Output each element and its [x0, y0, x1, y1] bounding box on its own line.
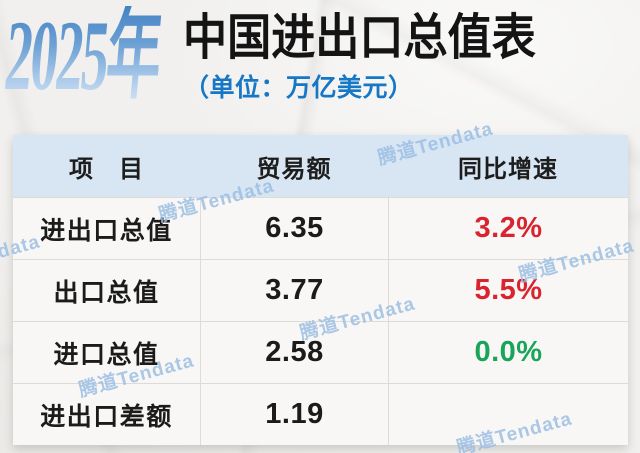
cell-item: 出口总值 — [53, 278, 160, 307]
cell-value: 1.19 — [200, 384, 388, 445]
trade-table: 项 目 贸易额 同比增速 进出口总值 6.35 3.2% 出口总值 3.77 5… — [13, 135, 628, 445]
table-row: 进出口差额 1.19 — [13, 383, 628, 445]
col-header-growth: 同比增速 — [458, 155, 558, 183]
cell-growth: 0.0% — [388, 322, 628, 383]
cell-value: 3.77 — [200, 260, 388, 321]
cell-growth: 3.2% — [388, 198, 628, 259]
cell-item: 进出口差额 — [40, 402, 173, 431]
cell-value: 2.58 — [200, 322, 388, 383]
col-header-value: 贸易额 — [256, 155, 332, 183]
cell-growth: 5.5% — [388, 260, 628, 321]
table-row: 进出口总值 6.35 3.2% — [13, 197, 628, 259]
cell-item: 进出口总值 — [40, 216, 173, 245]
cell-value: 6.35 — [200, 198, 388, 259]
table-row: 进口总值 2.58 0.0% — [13, 321, 628, 383]
title-year: 2025年 — [0, 0, 165, 111]
table-row: 出口总值 3.77 5.5% — [13, 259, 628, 321]
col-header-item: 项 目 — [69, 155, 144, 183]
cell-item: 进口总值 — [53, 340, 160, 369]
table-header-row: 项 目 贸易额 同比增速 — [13, 135, 628, 197]
title-unit: （单位：万亿美元） — [184, 75, 414, 102]
cell-growth — [388, 384, 628, 445]
page-title: 中国进出口总值表 — [183, 10, 536, 65]
